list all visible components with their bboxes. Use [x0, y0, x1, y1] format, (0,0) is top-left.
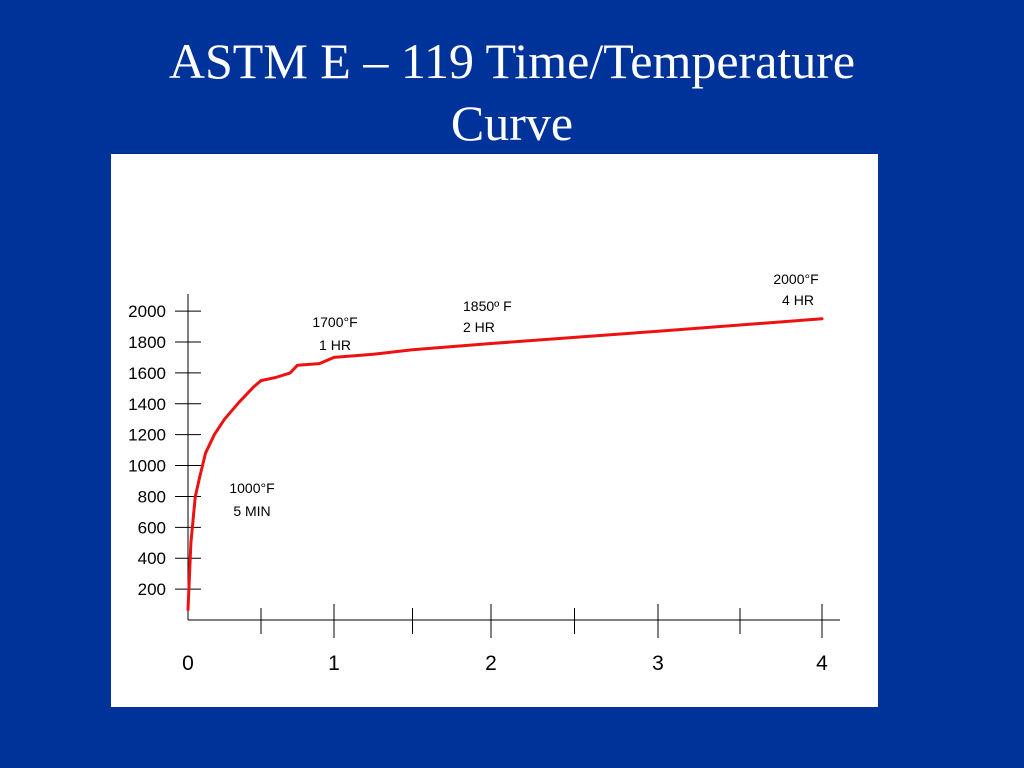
chart-panel: 2000 1800 1600 1400 1200 1000 800 600 400 200 0 1 2… — [111, 154, 878, 707]
annotation-1hr-line2: 1 HR — [319, 337, 351, 353]
annotation-1hr-line1: 1700°F — [312, 314, 357, 330]
x-tick-label: 1 — [328, 652, 340, 675]
y-tick-label: 1000 — [128, 457, 166, 476]
y-tick-label: 2000 — [128, 302, 166, 321]
y-tick-label: 1400 — [128, 395, 166, 414]
temperature-curve-line — [186, 317, 824, 611]
x-tick-label: 2 — [485, 652, 497, 675]
y-tick-label: 1600 — [128, 364, 166, 383]
annotation-5min-line2: 5 MIN — [233, 503, 270, 519]
title-line-1: ASTM E – 119 Time/Temperature — [168, 33, 856, 89]
y-tick-label: 600 — [138, 518, 166, 537]
time-temperature-chart: 2000 1800 1600 1400 1200 1000 800 600 400 200 0 1 2… — [128, 271, 840, 675]
y-axis-ticks: 2000 1800 1600 1400 1200 1000 800 600 400 200 — [128, 302, 201, 599]
annotation-4hr-line2: 4 HR — [782, 292, 814, 308]
y-tick-label: 800 — [138, 487, 166, 506]
title-line-2: Curve — [450, 95, 574, 151]
slide-title: ASTM E – 119 Time/Temperature Curve — [0, 30, 1024, 154]
annotation-2hr-line2: 2 HR — [463, 319, 495, 335]
x-tick-label: 0 — [182, 652, 194, 675]
series-layer — [186, 317, 824, 611]
annotation-4hr-line1: 2000°F — [773, 271, 818, 287]
y-tick-label: 1200 — [128, 426, 166, 445]
x-tick-label: 3 — [652, 652, 664, 675]
y-tick-label: 200 — [138, 580, 166, 599]
y-tick-label: 1800 — [128, 333, 166, 352]
y-tick-label: 400 — [138, 549, 166, 568]
x-axis-ticks: 0 1 2 3 4 — [182, 604, 828, 675]
annotation-5min-line1: 1000°F — [229, 480, 274, 496]
annotation-2hr-line1: 1850º F — [463, 298, 512, 314]
x-tick-label: 4 — [816, 652, 828, 675]
